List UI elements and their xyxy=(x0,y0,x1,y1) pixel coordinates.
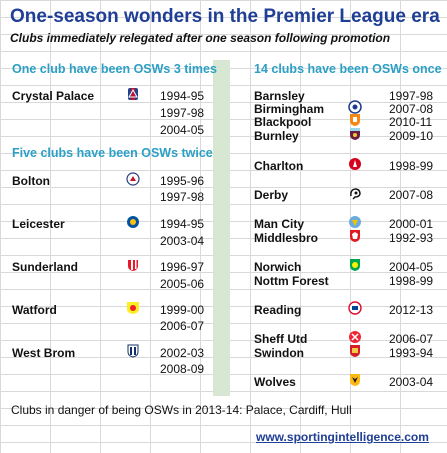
season: 1997-98 xyxy=(160,190,205,204)
section-heading-three-times: One club have been OSWs 3 times xyxy=(12,62,217,76)
season: 1994-95 xyxy=(160,217,205,231)
season: 2008-09 xyxy=(160,362,205,376)
club-name: Derby xyxy=(254,188,289,202)
club-name: Watford xyxy=(12,303,57,317)
club-name: Norwich xyxy=(254,260,302,274)
watford-crest-icon xyxy=(127,302,139,314)
club-name: Burnley xyxy=(254,129,299,143)
season: 2009-10 xyxy=(389,129,434,143)
club-name: Swindon xyxy=(254,346,304,360)
birmingham-crest-icon xyxy=(348,100,362,114)
club-name: Barnsley xyxy=(254,89,305,103)
column-divider xyxy=(213,60,230,396)
season: 2004-05 xyxy=(389,260,434,274)
season: 1999-00 xyxy=(160,303,205,317)
club-name: Charlton xyxy=(254,159,304,173)
season: 1997-98 xyxy=(389,89,434,103)
charlton-crest-icon xyxy=(349,158,361,170)
crystal-palace-crest-icon xyxy=(128,88,138,100)
season: 2006-07 xyxy=(389,332,434,346)
season: 2002-03 xyxy=(160,346,205,360)
west-brom-crest-icon xyxy=(127,344,139,358)
section-heading-twice: Five clubs have been OSWs twice xyxy=(12,146,213,160)
sportingintelligence-link[interactable]: www.sportingintelligence.com xyxy=(256,430,429,444)
reading-crest-icon xyxy=(348,301,362,315)
swindon-crest-icon xyxy=(350,345,360,357)
blackpool-crest-icon xyxy=(350,114,360,126)
club-name: Bolton xyxy=(12,174,50,188)
season: 2006-07 xyxy=(160,319,205,333)
page-subtitle: Clubs immediately relegated after one se… xyxy=(10,31,391,45)
club-name: Nottm Forest xyxy=(254,274,329,288)
season: 2007-08 xyxy=(389,188,434,202)
club-name: Man City xyxy=(254,217,305,231)
season: 1998-99 xyxy=(389,159,434,173)
club-name: Crystal Palace xyxy=(12,89,95,103)
season: 1998-99 xyxy=(389,274,434,288)
burnley-crest-icon xyxy=(350,128,360,140)
season: 1992-93 xyxy=(389,231,434,245)
club-name: Sheff Utd xyxy=(254,332,308,346)
season: 2003-04 xyxy=(389,375,434,389)
norwich-crest-icon xyxy=(350,259,360,271)
club-name: West Brom xyxy=(12,346,76,360)
season: 1996-97 xyxy=(160,260,205,274)
season: 1994-95 xyxy=(160,89,205,103)
season: 2003-04 xyxy=(160,234,205,248)
page-title: One-season wonders in the Premier League… xyxy=(10,6,440,27)
club-name: Blackpool xyxy=(254,115,312,129)
section-heading-once: 14 clubs have been OSWs once xyxy=(254,62,442,76)
season: 2007-08 xyxy=(389,102,434,116)
season: 2000-01 xyxy=(389,217,434,231)
season: 2005-06 xyxy=(160,277,205,291)
season: 2004-05 xyxy=(160,123,205,137)
middlesbrough-crest-icon xyxy=(350,230,360,242)
sunderland-crest-icon xyxy=(128,260,138,271)
season: 1993-94 xyxy=(389,346,434,360)
leicester-crest-icon xyxy=(127,216,139,228)
bolton-crest-icon xyxy=(126,172,140,186)
footnote: Clubs in danger of being OSWs in 2013-14… xyxy=(11,403,352,417)
club-name: Wolves xyxy=(254,375,296,389)
wolves-crest-icon xyxy=(350,374,360,386)
man-city-crest-icon xyxy=(349,216,361,228)
derby-ram-icon xyxy=(350,188,361,200)
club-name: Reading xyxy=(254,303,302,317)
club-name: Sunderland xyxy=(12,260,79,274)
club-name: Leicester xyxy=(12,217,65,231)
season: 2012-13 xyxy=(389,303,434,317)
season: 2010-11 xyxy=(389,115,433,129)
club-name: Birmingham xyxy=(254,102,325,116)
club-name: Middlesbro xyxy=(254,231,319,245)
season: 1997-98 xyxy=(160,106,205,120)
sheffield-united-crest-icon xyxy=(349,331,361,343)
season: 1995-96 xyxy=(160,174,205,188)
